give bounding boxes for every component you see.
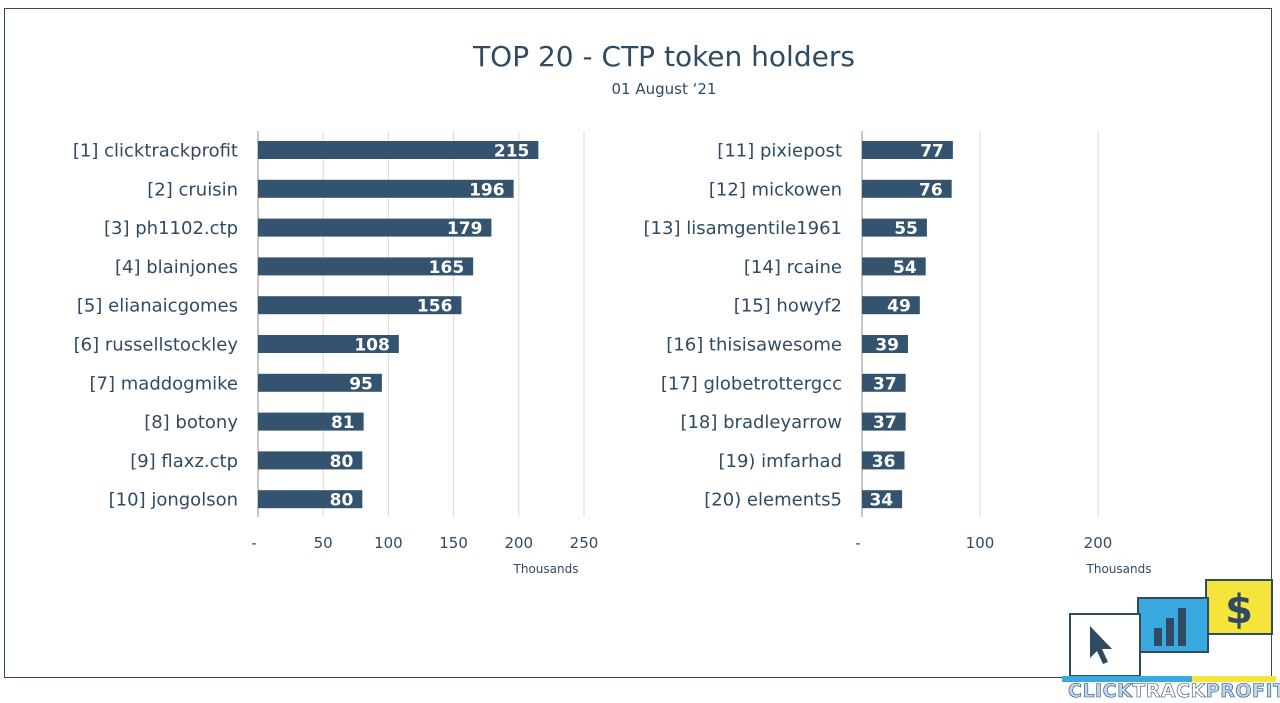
category-label: [7] maddogmike xyxy=(90,373,238,394)
bar xyxy=(862,373,906,392)
category-label: [9] flaxz.ctp xyxy=(130,451,238,472)
x-tick-label: - xyxy=(251,534,256,552)
bar xyxy=(258,179,514,198)
logo-wordmark: CLICKTRACKPROFIT xyxy=(1068,680,1280,703)
bar-value-label: 95 xyxy=(349,374,373,394)
x-tick-label: 150 xyxy=(439,534,468,552)
bar-value-label: 215 xyxy=(494,142,530,162)
bar xyxy=(862,257,926,276)
bar xyxy=(258,141,539,159)
x-tick-label: - xyxy=(855,534,860,552)
bar-value-label: 39 xyxy=(875,336,899,356)
x-axis-label: Thousands xyxy=(513,562,579,576)
bar-value-label: 76 xyxy=(919,180,943,200)
category-label: [5] elianaicgomes xyxy=(77,296,238,317)
category-label: [2] cruisin xyxy=(147,179,238,200)
category-label: [18] bradleyarrow xyxy=(680,412,842,433)
category-label: [14] rcaine xyxy=(744,257,842,278)
bar xyxy=(862,218,927,237)
bar xyxy=(862,451,905,470)
category-label: [10] jongolson xyxy=(109,490,238,511)
category-label: [19) imfarhad xyxy=(718,451,842,472)
bar-value-label: 80 xyxy=(330,491,354,511)
category-label: [20) elements5 xyxy=(704,490,842,511)
x-tick-label: 100 xyxy=(966,534,995,552)
bar xyxy=(862,335,909,353)
category-label: [13] lisamgentile1961 xyxy=(644,218,842,239)
bar-value-label: 196 xyxy=(469,180,505,200)
bar xyxy=(862,296,920,315)
bar xyxy=(862,412,906,431)
bar xyxy=(258,412,364,431)
category-label: [12] mickowen xyxy=(709,179,842,200)
bar-value-label: 55 xyxy=(894,219,918,239)
bar xyxy=(258,257,474,276)
logo-word-track: TRACK xyxy=(1132,680,1206,703)
x-axis-label: Thousands xyxy=(1086,562,1152,576)
clicktrackprofit-logo: $ xyxy=(1062,579,1276,682)
bar-value-label: 37 xyxy=(873,413,897,433)
svg-text:$: $ xyxy=(1225,587,1253,633)
bar-value-label: 37 xyxy=(873,374,897,394)
bar-value-label: 81 xyxy=(331,413,355,433)
category-label: [4] blainjones xyxy=(115,257,238,278)
category-label: [1] clicktrackprofit xyxy=(73,141,238,162)
bar-value-label: 179 xyxy=(447,219,483,239)
bar xyxy=(258,373,382,392)
bar-value-label: 156 xyxy=(417,297,453,317)
category-label: [15] howyf2 xyxy=(734,296,842,317)
bar xyxy=(862,179,952,198)
x-tick-label: 250 xyxy=(570,534,599,552)
category-label: [16] thisisawesome xyxy=(666,335,842,356)
x-tick-label: 50 xyxy=(314,534,333,552)
x-tick-label: 200 xyxy=(1084,534,1113,552)
category-label: [3] ph1102.ctp xyxy=(104,218,238,239)
chart-subtitle: 01 August ‘21 xyxy=(611,80,717,98)
x-tick-label: 200 xyxy=(504,534,533,552)
category-label: [8] botony xyxy=(144,412,238,433)
bar xyxy=(258,451,363,470)
bar xyxy=(258,218,492,237)
bar-value-label: 49 xyxy=(887,297,911,317)
chart-title: TOP 20 - CTP token holders xyxy=(473,40,855,73)
bar-value-label: 108 xyxy=(354,336,390,356)
bar xyxy=(862,141,953,159)
bar-value-label: 80 xyxy=(330,452,354,472)
bar-value-label: 77 xyxy=(920,142,944,162)
bar xyxy=(258,490,363,509)
x-tick-label: 100 xyxy=(374,534,403,552)
bar-value-label: 54 xyxy=(893,258,917,278)
bar xyxy=(862,490,903,509)
category-label: [6] russellstockley xyxy=(74,335,239,356)
bar xyxy=(258,335,399,353)
bar xyxy=(258,296,462,315)
category-label: [11] pixiepost xyxy=(717,141,842,162)
bar-value-label: 34 xyxy=(869,491,893,511)
category-label: [17] globetrottergcc xyxy=(661,373,842,394)
chart-frame xyxy=(4,8,1272,678)
bar-value-label: 165 xyxy=(429,258,465,278)
logo-word-profit: PROFIT xyxy=(1205,680,1280,703)
logo-word-click: CLICK xyxy=(1068,680,1133,703)
bar-value-label: 36 xyxy=(872,452,896,472)
